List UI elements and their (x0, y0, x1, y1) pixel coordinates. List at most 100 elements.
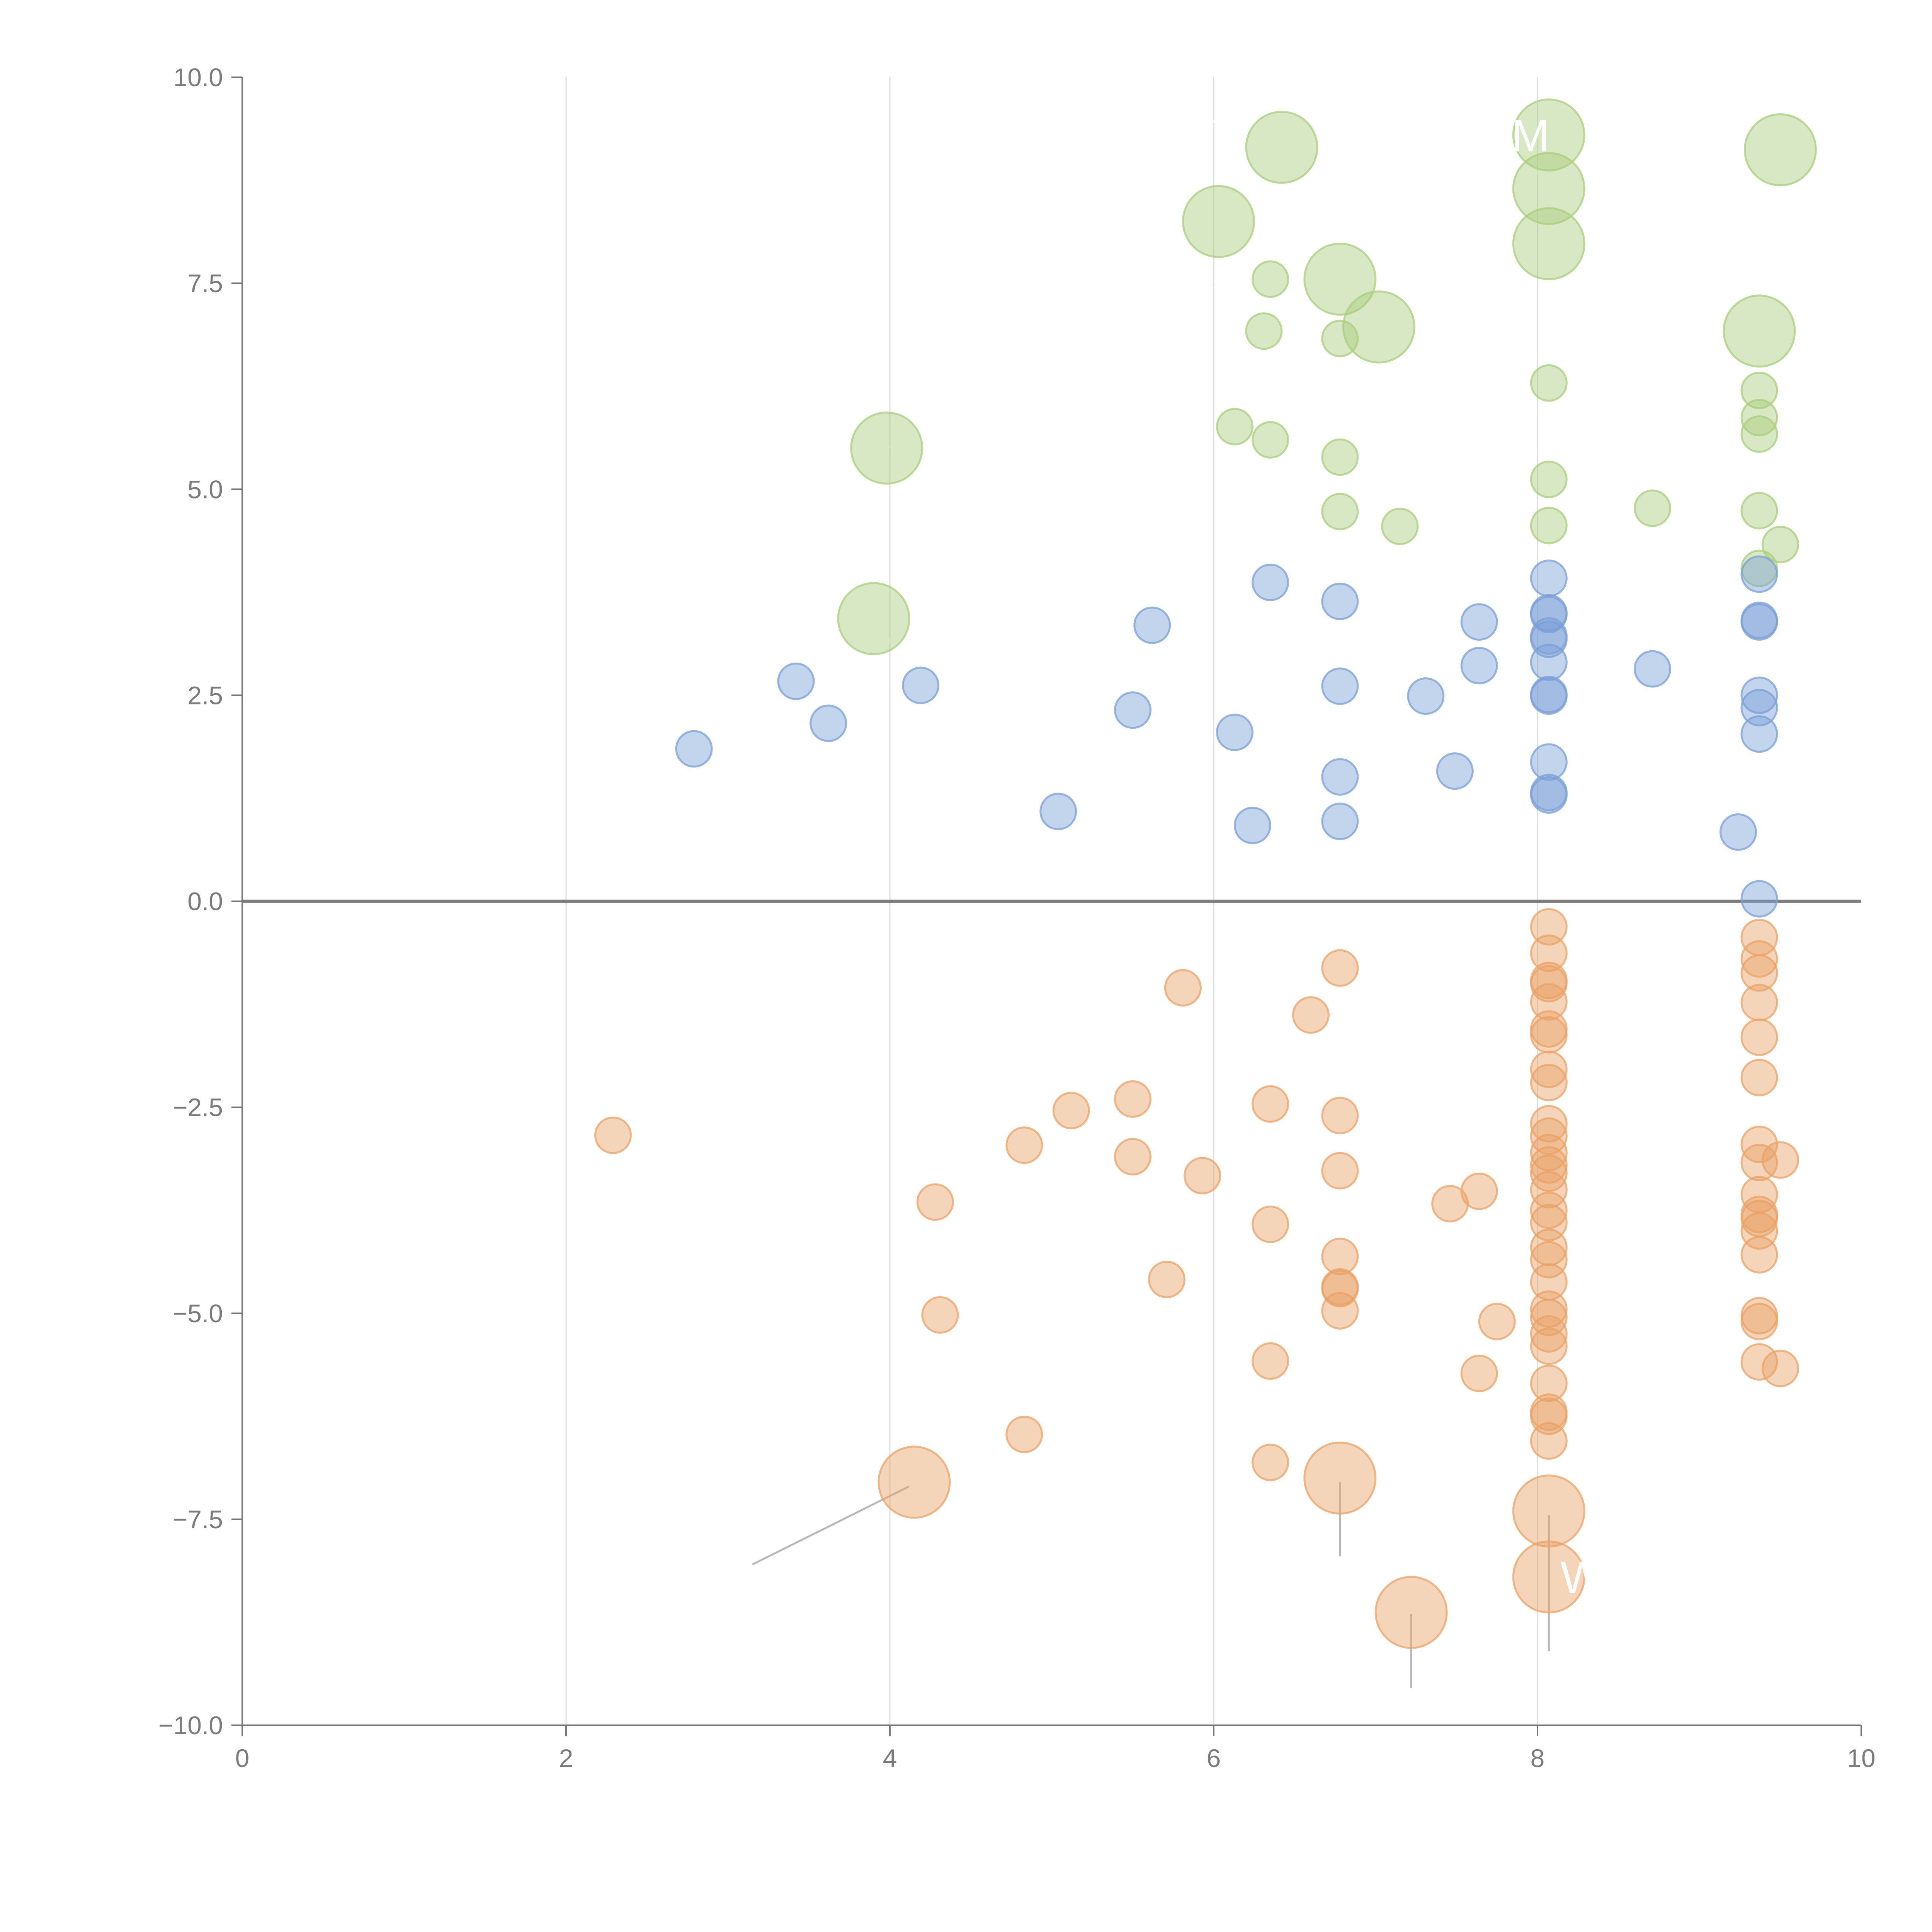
point-orange-13 (1530, 1016, 1568, 1054)
point-orange-61 (1530, 1315, 1568, 1353)
point-orange-16 (1530, 1064, 1568, 1102)
point-orange-63 (1252, 1342, 1289, 1380)
point-green-19 (1252, 421, 1289, 459)
point-orange-10 (1740, 984, 1778, 1022)
point-orange-49 (1530, 1241, 1568, 1279)
point-green-5 (1744, 113, 1817, 187)
point-green-15 (1740, 371, 1778, 409)
label-leader-10 (1731, 113, 1781, 151)
point-blue-1 (1321, 582, 1359, 620)
point-orange-20 (1052, 1092, 1090, 1129)
point-orange-8 (1164, 969, 1202, 1007)
y-tick-label-2: −5.0 (173, 1299, 223, 1328)
point-blue-9 (1133, 606, 1171, 644)
point-green-10 (837, 582, 910, 655)
point-blue-25 (1216, 713, 1253, 751)
point-green-20 (1321, 438, 1359, 476)
y-tick-label-4: 0.0 (187, 887, 223, 916)
y-tick-label-5: 2.5 (187, 681, 223, 709)
point-orange-76 (1512, 1540, 1585, 1614)
point-orange-66 (1460, 1354, 1498, 1392)
label-leader-6 (1205, 117, 1282, 148)
point-orange-47 (1321, 1238, 1359, 1276)
point-orange-75 (1512, 1475, 1585, 1548)
point-orange-19 (1252, 1085, 1289, 1123)
point-blue-32 (1530, 776, 1568, 814)
point-orange-21 (1321, 1097, 1359, 1134)
x-tick-label-4: 8 (1531, 1744, 1545, 1772)
point-orange-70 (1005, 1415, 1043, 1453)
label-leader-7 (1213, 278, 1340, 289)
label-leader-11 (1731, 330, 1760, 375)
point-orange-24 (1530, 1117, 1568, 1155)
point-blue-33 (1039, 793, 1077, 830)
point-orange-77 (1374, 1576, 1448, 1649)
point-green-22 (1633, 489, 1671, 527)
point-blue-22 (1740, 689, 1778, 726)
y-tick-label-6: 5.0 (187, 475, 223, 503)
point-orange-55 (1321, 1292, 1359, 1330)
point-orange-74 (1303, 1441, 1377, 1515)
x-tick-label-2: 4 (883, 1744, 897, 1772)
point-orange-60 (1478, 1303, 1516, 1340)
point-orange-9 (1530, 983, 1568, 1021)
point-orange-44 (1252, 1205, 1289, 1243)
point-orange-30 (1740, 1144, 1778, 1182)
point-orange-3 (1740, 940, 1778, 978)
point-green-14 (1530, 364, 1568, 402)
data-points (594, 98, 1817, 1649)
point-green-3 (1512, 152, 1585, 225)
point-orange-73 (878, 1446, 951, 1519)
point-green-24 (1321, 493, 1359, 531)
point-blue-27 (675, 730, 713, 768)
x-tick-label-3: 6 (1207, 1744, 1221, 1772)
point-blue-30 (1321, 758, 1359, 796)
point-green-26 (1530, 507, 1568, 544)
point-blue-11 (1530, 620, 1568, 658)
point-orange-33 (1321, 1152, 1359, 1190)
x-tick-label-5: 10 (1847, 1744, 1875, 1772)
point-orange-71 (1530, 1422, 1568, 1460)
point-orange-4 (1321, 949, 1359, 987)
point-orange-34 (1184, 1157, 1221, 1195)
point-blue-35 (1234, 806, 1272, 844)
point-orange-65 (1762, 1350, 1799, 1388)
point-blue-34 (1321, 803, 1359, 840)
point-green-18 (1216, 408, 1253, 446)
point-green-23 (1740, 492, 1778, 530)
point-blue-14 (1633, 650, 1671, 688)
point-orange-40 (1530, 1191, 1568, 1229)
point-orange-17 (1740, 1059, 1778, 1097)
point-orange-15 (1530, 1051, 1568, 1088)
point-blue-2 (1530, 560, 1568, 597)
point-blue-23 (1114, 691, 1151, 729)
point-orange-50 (1148, 1260, 1185, 1298)
point-orange-58 (921, 1296, 959, 1334)
annotation-label-0: DM (1479, 110, 1550, 161)
point-orange-39 (1431, 1185, 1469, 1223)
point-green-7 (1342, 290, 1415, 364)
point-green-17 (1740, 415, 1778, 453)
point-orange-0 (1530, 908, 1568, 946)
point-green-2 (1512, 98, 1585, 172)
y-tick-label-1: −7.5 (173, 1505, 223, 1534)
point-orange-48 (1740, 1236, 1778, 1274)
point-orange-62 (1530, 1327, 1568, 1365)
point-orange-32 (1530, 1154, 1568, 1192)
point-blue-26 (1740, 715, 1778, 753)
point-blue-15 (777, 662, 815, 700)
point-blue-3 (1740, 555, 1778, 593)
point-green-6 (1303, 242, 1377, 316)
point-orange-14 (1740, 1018, 1778, 1056)
label-leaders (752, 113, 1781, 1689)
point-blue-28 (1530, 743, 1568, 781)
axes (231, 77, 1862, 1736)
point-orange-53 (1321, 1270, 1359, 1308)
tick-labels: 0 2 4 6 8 10 −10.0 −7.5 −5.0 −2.5 0.0 2.5 5.0 7.5 10.0 (158, 63, 1876, 1772)
y-tick-label-3: −2.5 (173, 1093, 223, 1122)
point-blue-29 (1436, 752, 1474, 790)
point-orange-67 (1530, 1364, 1568, 1402)
point-green-16 (1740, 399, 1778, 437)
